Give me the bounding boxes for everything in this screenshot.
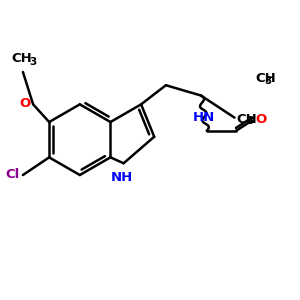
Text: CH: CH bbox=[11, 52, 32, 65]
Text: 3: 3 bbox=[265, 76, 272, 86]
Text: CH: CH bbox=[255, 72, 276, 85]
Text: NH: NH bbox=[111, 172, 133, 184]
Text: Cl: Cl bbox=[6, 168, 20, 181]
Text: O: O bbox=[20, 97, 31, 110]
Text: 3: 3 bbox=[29, 57, 37, 67]
Text: HN: HN bbox=[193, 111, 215, 124]
Text: O: O bbox=[256, 112, 267, 126]
Text: 3: 3 bbox=[247, 116, 254, 126]
Text: CH: CH bbox=[237, 112, 258, 126]
